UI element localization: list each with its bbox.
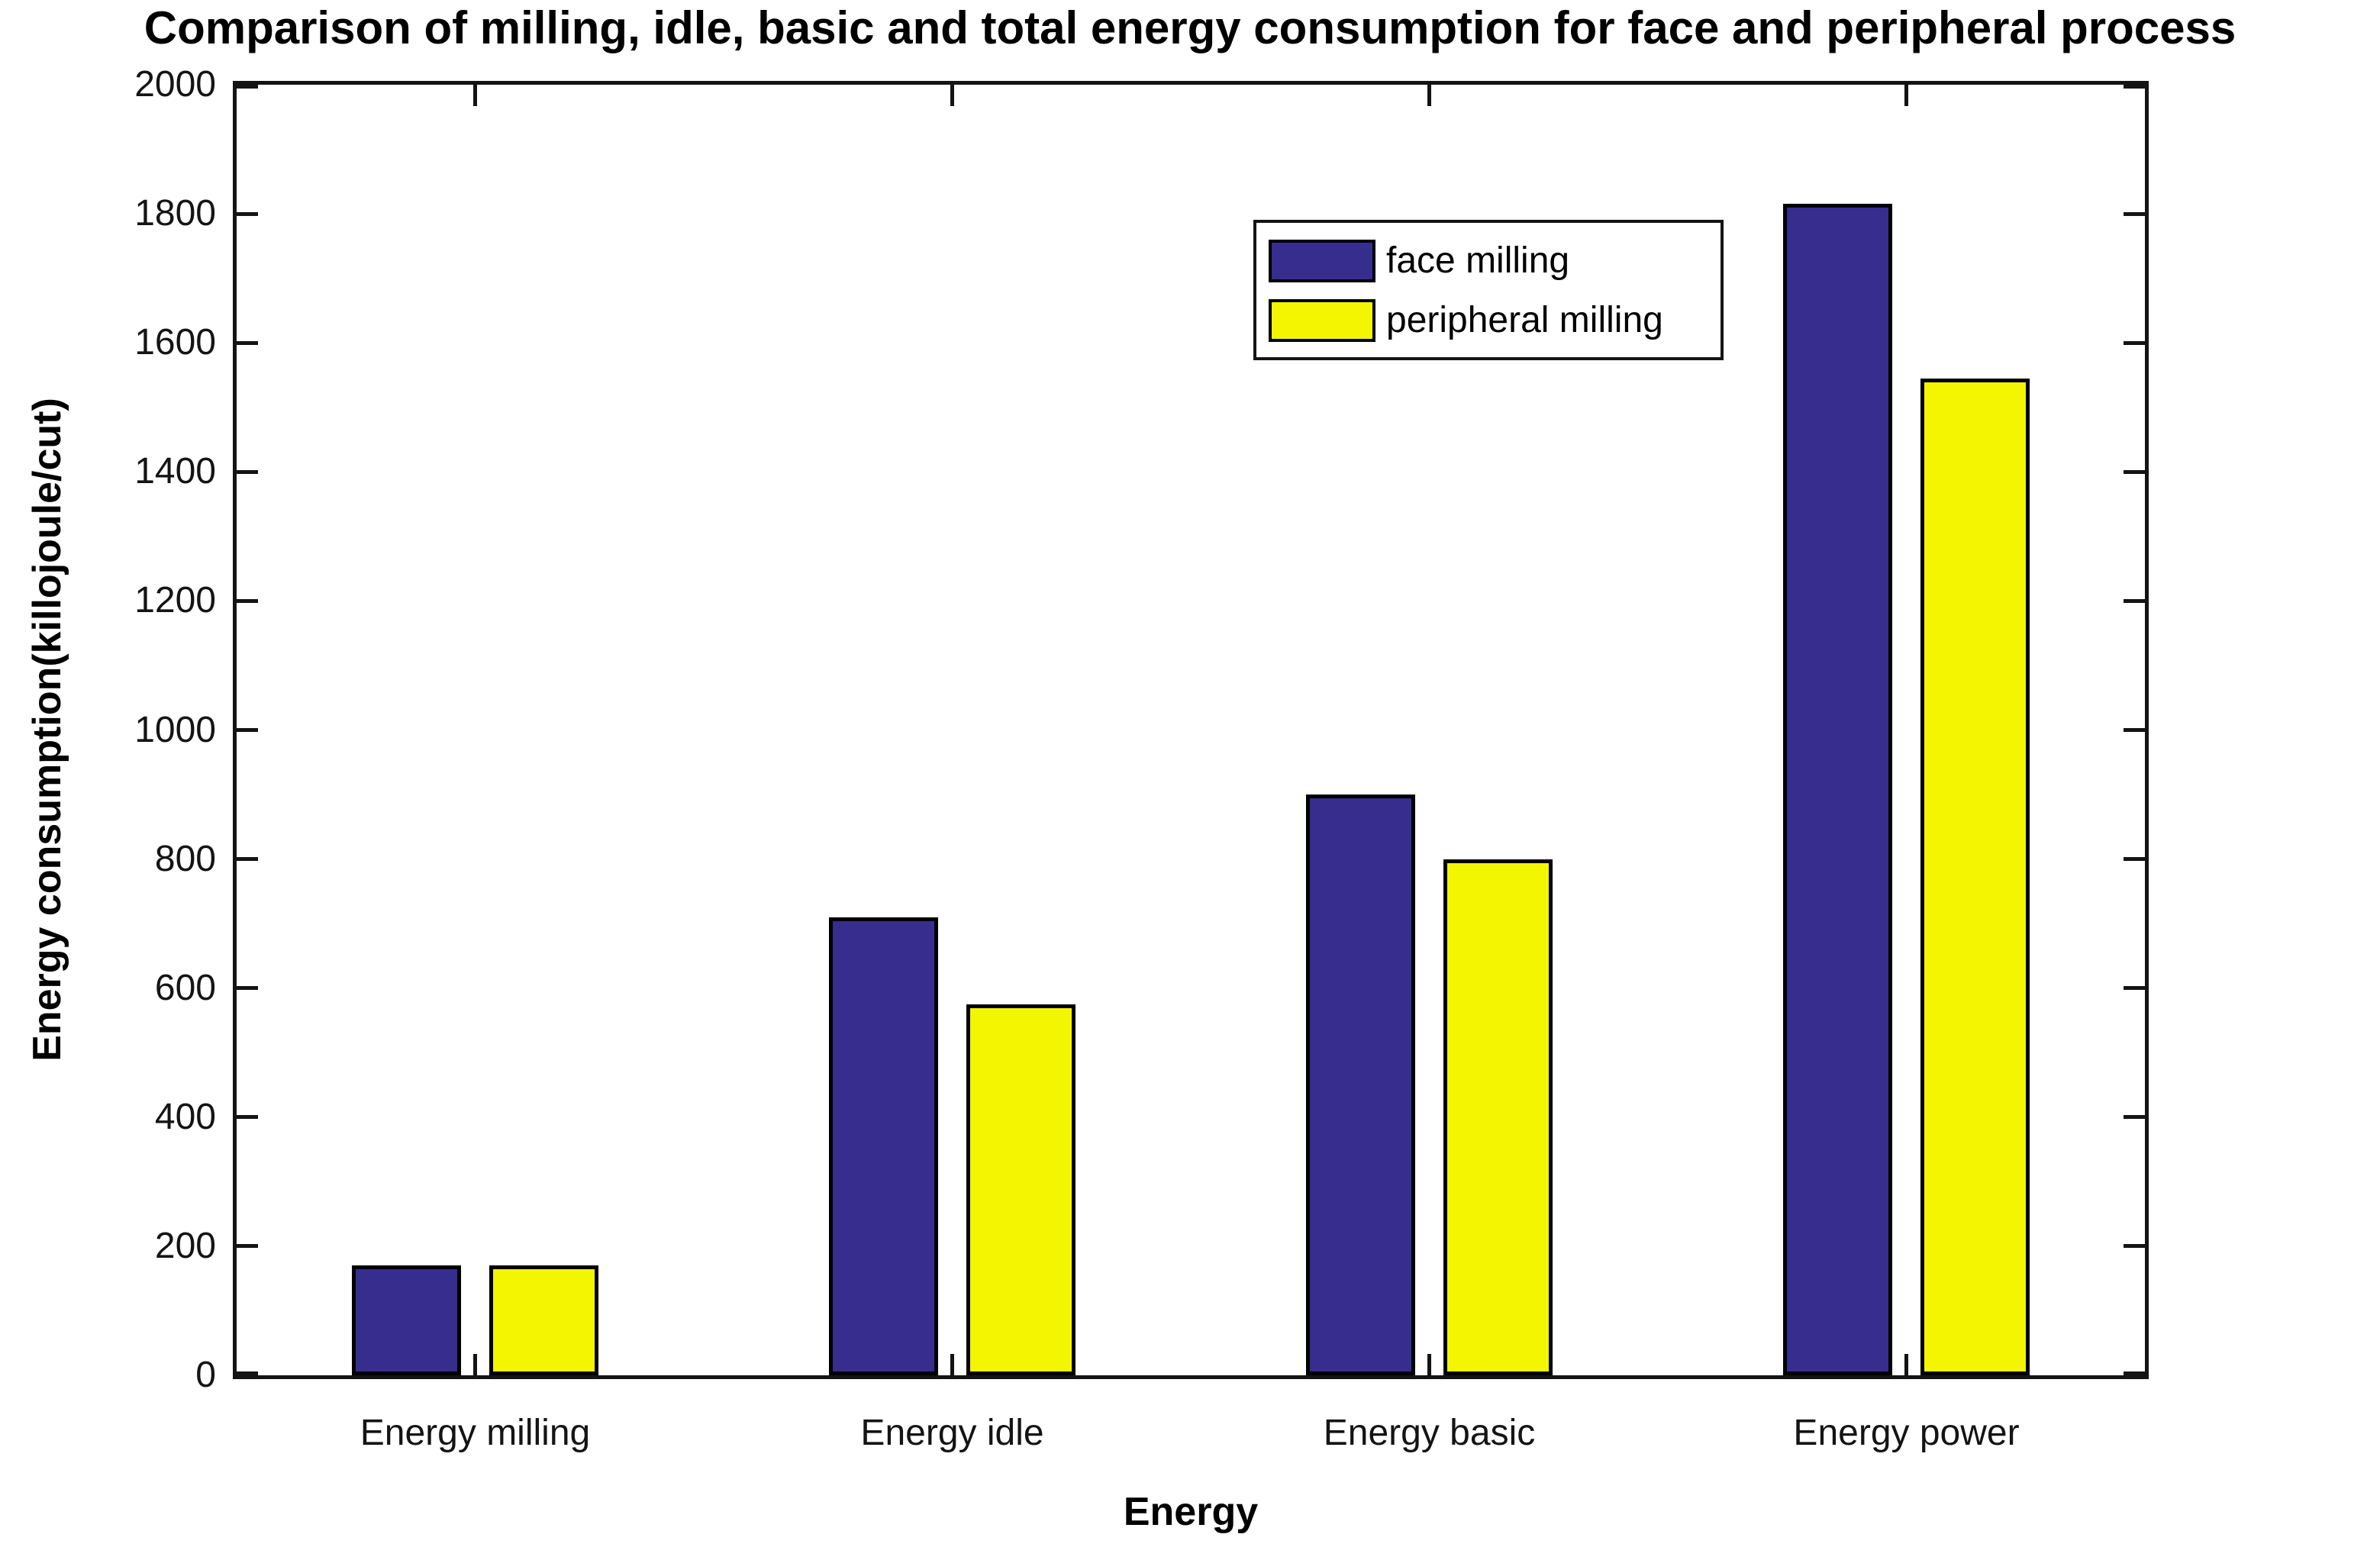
y-tick-mark xyxy=(237,211,258,216)
y-tick-mark xyxy=(2124,85,2145,89)
x-tick-mark xyxy=(950,1354,954,1375)
x-tick-mark xyxy=(1904,1354,1908,1375)
y-tick-label: 1800 xyxy=(134,193,216,234)
y-tick-mark xyxy=(2124,340,2145,345)
y-tick-mark xyxy=(2124,469,2145,474)
legend-item-face-milling: face milling xyxy=(1269,237,1569,285)
y-tick-mark xyxy=(2124,857,2145,862)
y-tick-mark xyxy=(237,340,258,345)
legend-label-peripheral-milling: peripheral milling xyxy=(1386,300,1663,340)
y-tick-label: 800 xyxy=(154,838,216,879)
legend-swatch-peripheral-milling xyxy=(1269,299,1375,342)
legend-item-peripheral-milling: peripheral milling xyxy=(1269,296,1663,345)
y-tick-label: 1400 xyxy=(134,451,216,492)
x-tick-mark xyxy=(1427,85,1431,106)
y-tick-label: 1000 xyxy=(134,709,216,750)
y-tick-mark xyxy=(237,1371,258,1375)
x-tick-mark xyxy=(473,85,477,106)
y-tick-mark xyxy=(2124,1244,2145,1249)
plot-area xyxy=(233,81,2149,1379)
bar-face-milling-energy-basic xyxy=(1306,795,1415,1375)
legend-label-face-milling: face milling xyxy=(1386,240,1570,281)
y-tick-label: 600 xyxy=(154,967,216,1008)
y-tick-mark xyxy=(237,1115,258,1120)
y-tick-label: 400 xyxy=(154,1096,216,1137)
legend-swatch-face-milling xyxy=(1269,240,1375,282)
y-tick-mark xyxy=(237,598,258,603)
y-tick-mark xyxy=(2124,1371,2145,1375)
y-tick-mark xyxy=(237,728,258,732)
y-tick-mark xyxy=(2124,598,2145,603)
y-tick-label: 1600 xyxy=(134,322,216,363)
x-tick-label-energy-power: Energy power xyxy=(1793,1413,2020,1453)
x-axis-label: Energy xyxy=(1123,1490,1259,1534)
y-tick-mark xyxy=(237,986,258,991)
y-tick-label: 2000 xyxy=(134,64,216,105)
legend-box: face milling peripheral milling xyxy=(1253,220,1724,360)
y-tick-mark xyxy=(237,85,258,89)
bar-peripheral-milling-energy-power xyxy=(1920,378,2030,1375)
bar-face-milling-energy-idle xyxy=(829,917,938,1375)
y-tick-mark xyxy=(2124,1115,2145,1120)
bar-face-milling-energy-milling xyxy=(352,1265,461,1375)
y-tick-mark xyxy=(2124,986,2145,991)
x-tick-label-energy-milling: Energy milling xyxy=(360,1413,591,1453)
y-tick-mark xyxy=(237,469,258,474)
y-tick-mark xyxy=(2124,211,2145,216)
x-tick-mark xyxy=(1427,1354,1431,1375)
y-tick-label: 0 xyxy=(195,1355,216,1395)
x-tick-label-energy-idle: Energy idle xyxy=(860,1413,1044,1453)
y-tick-mark xyxy=(2124,728,2145,732)
y-tick-mark xyxy=(237,857,258,862)
y-tick-label: 200 xyxy=(154,1225,216,1266)
bar-peripheral-milling-energy-milling xyxy=(489,1265,598,1375)
bar-peripheral-milling-energy-idle xyxy=(966,1004,1076,1375)
y-tick-label: 1200 xyxy=(134,580,216,621)
x-tick-mark xyxy=(473,1354,477,1375)
x-tick-label-energy-basic: Energy basic xyxy=(1323,1413,1536,1453)
y-tick-mark xyxy=(237,1244,258,1249)
bar-peripheral-milling-energy-basic xyxy=(1443,859,1553,1375)
chart-title: Comparison of milling, idle, basic and t… xyxy=(144,2,2236,53)
x-tick-mark xyxy=(1904,85,1908,106)
bar-face-milling-energy-power xyxy=(1783,204,1892,1375)
x-tick-mark xyxy=(950,85,954,106)
